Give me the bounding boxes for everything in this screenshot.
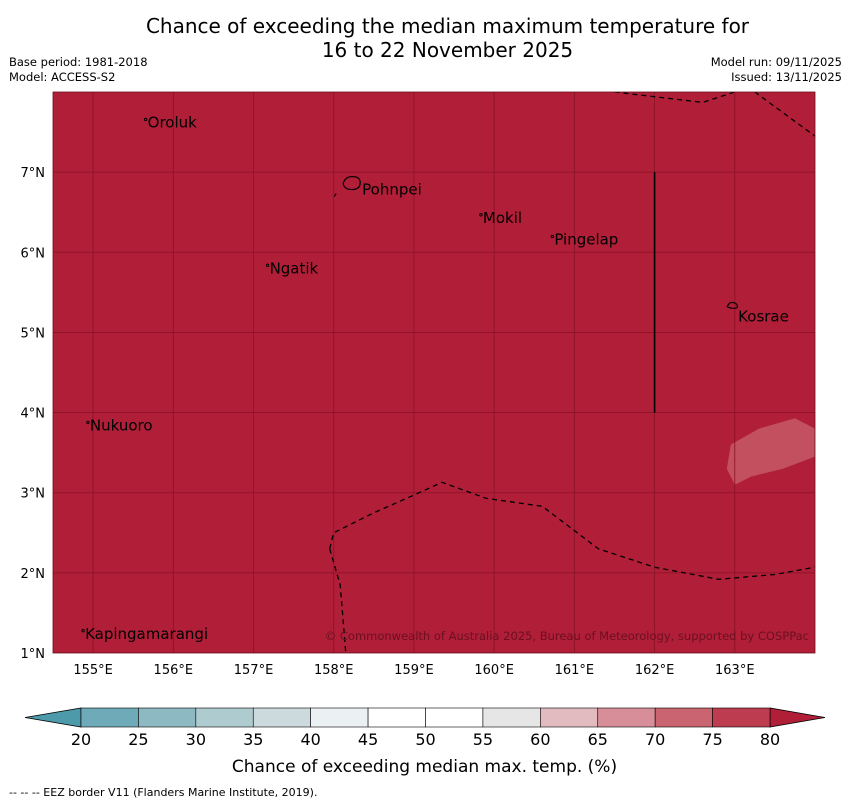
lon-tick-label: 157°E xyxy=(234,663,274,678)
title-line-1: Chance of exceeding the median maximum t… xyxy=(145,14,750,38)
colorbar-tick-label: 25 xyxy=(128,730,148,749)
place-label-mokil: Mokil xyxy=(483,209,522,227)
island-marker xyxy=(81,629,85,633)
place-label-pohnpei: Pohnpei xyxy=(362,181,422,199)
colorbar-segment xyxy=(195,707,254,728)
eez-border-south xyxy=(329,481,815,580)
colorbar-segment xyxy=(712,707,771,728)
place-label-oroluk: Oroluk xyxy=(148,113,197,131)
island-kosrae-outline xyxy=(726,301,738,309)
colorbar-segment xyxy=(80,707,139,728)
island-marker xyxy=(265,263,270,267)
colorbar-tick-label: 60 xyxy=(530,730,550,749)
lon-tick-label: 159°E xyxy=(394,663,434,678)
colorbar-under-arrow xyxy=(24,707,82,728)
colorbar-tick-label: 70 xyxy=(645,730,665,749)
place-label-nukuoro: Nukuoro xyxy=(90,416,153,434)
issued-date: Issued: 13/11/2025 xyxy=(731,70,842,84)
base-period: Base period: 1981-2018 xyxy=(9,55,148,69)
island-marker xyxy=(479,213,483,217)
place-label-ngatik: Ngatik xyxy=(270,259,319,277)
eez-border-northeast xyxy=(754,92,815,137)
lat-tick-label: 6°N xyxy=(21,246,46,261)
title-line-2: 16 to 22 November 2025 xyxy=(321,38,574,62)
chart-title: Chance of exceeding the median maximum t… xyxy=(0,14,850,62)
island-pohnpei-outline xyxy=(342,175,361,191)
lon-tick-label: 160°E xyxy=(474,663,514,678)
meta-right: Model run: 09/11/2025 Issued: 13/11/2025 xyxy=(711,55,842,85)
colorbar-tick-label: 40 xyxy=(300,730,320,749)
model-run: Model run: 09/11/2025 xyxy=(710,55,842,69)
lat-tick-label: 5°N xyxy=(21,326,46,341)
colorbar-segment xyxy=(482,707,541,728)
lon-tick-label: 161°E xyxy=(555,663,595,678)
islet-mark xyxy=(333,193,337,197)
island-marker xyxy=(86,420,90,425)
lat-tick-label: 2°N xyxy=(21,567,46,582)
colorbar-tick-label: 80 xyxy=(760,730,780,749)
colorbar-tick-label: 20 xyxy=(71,730,91,749)
colorbar-segment xyxy=(540,707,599,728)
colorbar-segment xyxy=(310,707,369,728)
colorbar-segment xyxy=(138,707,197,728)
colorbar-over-arrow xyxy=(769,707,826,728)
map-background xyxy=(53,92,815,653)
colorbar-tick-label: 30 xyxy=(186,730,206,749)
lat-tick-label: 3°N xyxy=(21,487,46,502)
colorbar-segment xyxy=(597,707,656,728)
probability-patch-75 xyxy=(726,418,815,485)
map-frame xyxy=(52,91,816,654)
lon-tick-label: 158°E xyxy=(314,663,354,678)
colorbar-tick-label: 75 xyxy=(702,730,722,749)
footnote: -- -- -- EEZ border V11 (Flanders Marine… xyxy=(9,786,318,799)
island-marker xyxy=(143,117,148,122)
model-name: Model: ACCESS-S2 xyxy=(9,70,116,84)
colorbar-segment xyxy=(425,707,484,728)
lon-tick-label: 163°E xyxy=(715,663,755,678)
colorbar-tick-label: 35 xyxy=(243,730,263,749)
lon-tick-label: 155°E xyxy=(73,663,113,678)
meta-left: Base period: 1981-2018 Model: ACCESS-S2 xyxy=(9,55,148,85)
colorbar-tick-label: 45 xyxy=(358,730,378,749)
lat-tick-label: 7°N xyxy=(21,166,46,181)
lat-tick-label: 4°N xyxy=(21,407,46,422)
lat-tick-label: 1°N xyxy=(21,647,46,662)
lon-tick-label: 162°E xyxy=(635,663,675,678)
colorbar-segment xyxy=(654,707,713,728)
place-label-pingelap: Pingelap xyxy=(554,230,618,248)
colorbar-segment xyxy=(367,707,426,728)
colorbar-tick-label: 50 xyxy=(415,730,435,749)
lon-tick-label: 156°E xyxy=(154,663,194,678)
eez-border-north xyxy=(614,92,736,104)
copyright-text: © Commonwealth of Australia 2025, Bureau… xyxy=(325,629,809,643)
island-marker xyxy=(550,234,554,239)
colorbar-tick-label: 65 xyxy=(588,730,608,749)
place-label-kosrae: Kosrae xyxy=(738,308,789,326)
map-layer: Oroluk Pohnpei Mokil Pingelap Ngatik Kosrae Nu… xyxy=(53,92,815,653)
colorbar-label: Chance of exceeding median max. temp. (%… xyxy=(232,757,617,777)
eez-border-southwest xyxy=(329,548,347,653)
colorbar-tick-label: 55 xyxy=(473,730,493,749)
colorbar-segment xyxy=(252,707,311,728)
place-label-kapingamarangi: Kapingamarangi xyxy=(85,625,208,643)
